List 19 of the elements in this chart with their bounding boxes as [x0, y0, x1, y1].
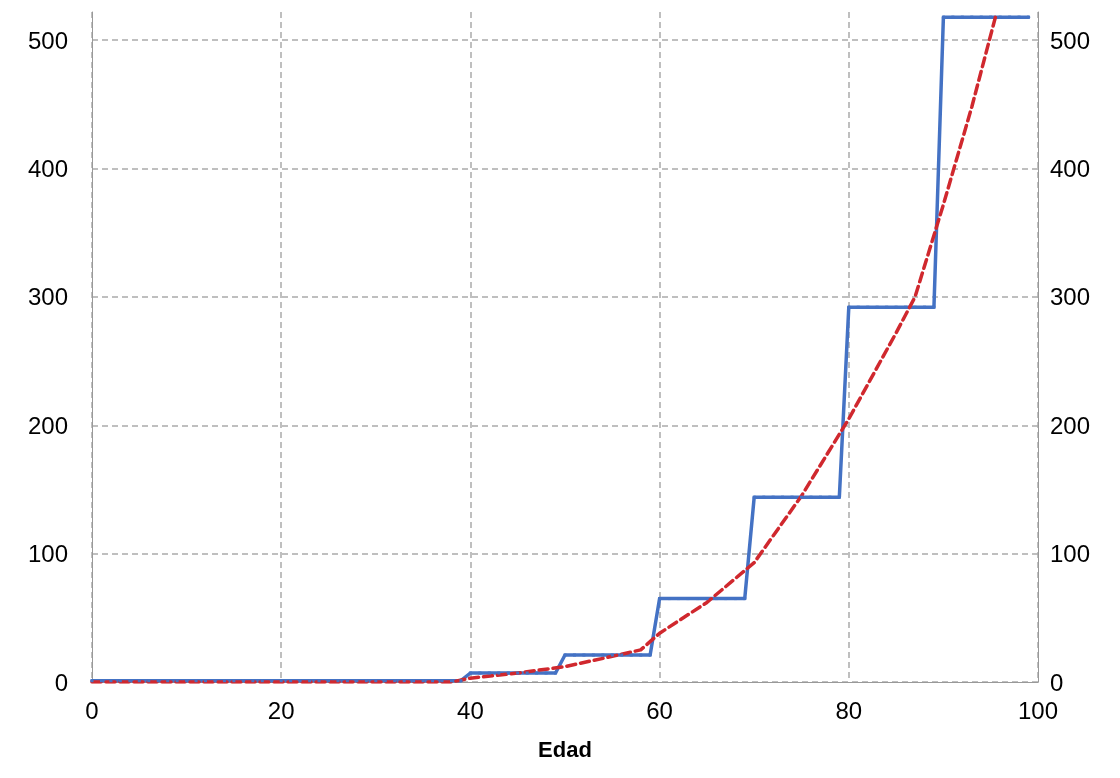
x-tick-label: 0 — [85, 696, 99, 724]
y2-tick-label: 200 — [1050, 411, 1091, 439]
y2-tick-label: 0 — [1050, 668, 1064, 696]
y-tick-label: 100 — [27, 540, 68, 568]
x-tick-label: 20 — [267, 696, 295, 724]
y-tick-label: 300 — [27, 283, 68, 311]
y-tick-label: 400 — [27, 155, 68, 183]
y-tick-label: 0 — [54, 668, 68, 696]
x-tick-label: 60 — [646, 696, 673, 724]
y2-tick-label: 400 — [1050, 155, 1091, 183]
y2-tick-label: 300 — [1050, 283, 1091, 311]
x-tick-label: 40 — [457, 696, 484, 724]
x-tick-label: 100 — [1017, 696, 1059, 724]
y2-tick-label: 100 — [1050, 540, 1091, 568]
x-tick-label: 80 — [835, 696, 863, 724]
y-tick-label: 500 — [27, 26, 68, 54]
y2-tick-label: 500 — [1050, 26, 1091, 54]
y-tick-label: 200 — [27, 411, 68, 439]
x-axis-title: Edad — [538, 736, 592, 762]
